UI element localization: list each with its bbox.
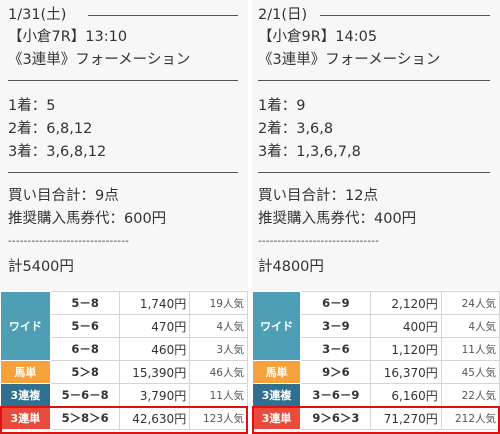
section-divider bbox=[258, 80, 490, 81]
sanrenpuku-label: 3連複 bbox=[251, 383, 302, 407]
umatan-payout: 15,390円 bbox=[119, 360, 191, 384]
sanrenpuku-combo: 5－6－8 bbox=[49, 383, 121, 407]
umatan-label: 馬単 bbox=[251, 360, 302, 384]
right-results-table: ワイド 6－9 2,120円 24人気 3－9 400円 4人気 3－6 1,1… bbox=[251, 291, 500, 430]
race-name: 【小倉9R】14:05 bbox=[258, 29, 378, 45]
column-gap bbox=[248, 0, 252, 434]
wide-popularity: 4人気 bbox=[440, 314, 500, 338]
wide-combo: 6－8 bbox=[49, 337, 121, 361]
table-row: ワイド 5－8 1,740円 19人気 bbox=[0, 291, 248, 361]
dash-separator: ------------------------------- bbox=[8, 236, 130, 247]
race-date: 1/31(土) bbox=[8, 7, 67, 23]
table-row: 3－9 400円 4人気 bbox=[253, 314, 500, 338]
right-race-panel: 2/1(日) 【小倉9R】14:05 《3連単》フォーメーション 1着：9 2着… bbox=[252, 0, 500, 290]
race-name: 【小倉7R】13:10 bbox=[8, 29, 128, 45]
sanrenpuku-popularity: 11人気 bbox=[189, 383, 248, 407]
wide-popularity: 4人気 bbox=[189, 314, 248, 338]
wide-payout: 1,740円 bbox=[119, 291, 191, 315]
second-place-pick: 2着：6,8,12 bbox=[8, 121, 93, 137]
total-points: 買い目合計：12点 bbox=[258, 188, 378, 204]
dash-separator: ------------------------------- bbox=[258, 236, 380, 247]
section-divider bbox=[8, 172, 238, 173]
wide-payout: 460円 bbox=[119, 337, 191, 361]
sanrentan-payout: 42,630円 bbox=[119, 406, 191, 430]
total-cost: 計4800円 bbox=[258, 259, 324, 275]
section-divider bbox=[258, 172, 490, 173]
wide-combo: 3－9 bbox=[300, 314, 372, 338]
sanrentan-label: 3連単 bbox=[0, 406, 51, 430]
wide-popularity: 19人気 bbox=[189, 291, 248, 315]
table-row: 3連単 5＞8＞6 42,630円 123人気 bbox=[0, 406, 248, 430]
wide-combo: 3－6 bbox=[300, 337, 372, 361]
wide-popularity: 3人気 bbox=[189, 337, 248, 361]
unit-price: 推奨購入馬券代：600円 bbox=[8, 211, 167, 227]
total-points: 買い目合計：9点 bbox=[8, 188, 119, 204]
header-divider bbox=[320, 15, 490, 16]
bet-type: 《3連単》フォーメーション bbox=[258, 52, 441, 68]
wide-label: ワイド bbox=[0, 291, 51, 361]
umatan-combo: 9＞6 bbox=[300, 360, 372, 384]
first-place-pick: 1着：5 bbox=[8, 98, 56, 114]
umatan-payout: 16,370円 bbox=[370, 360, 442, 384]
first-place-pick: 1着：9 bbox=[258, 98, 306, 114]
table-row: 5－6 470円 4人気 bbox=[1, 314, 248, 338]
table-row: 3連複 5－6－8 3,790円 11人気 bbox=[0, 383, 248, 407]
table-row: 馬単 5＞8 15,390円 46人気 bbox=[0, 360, 248, 384]
umatan-combo: 5＞8 bbox=[49, 360, 121, 384]
wide-payout: 1,120円 bbox=[370, 337, 442, 361]
umatan-popularity: 45人気 bbox=[440, 360, 500, 384]
wide-popularity: 11人気 bbox=[440, 337, 500, 361]
wide-popularity: 24人気 bbox=[440, 291, 500, 315]
sanrenpuku-combo: 3－6－9 bbox=[300, 383, 372, 407]
table-row: 3－6 1,120円 11人気 bbox=[253, 337, 500, 361]
wide-combo: 6－9 bbox=[300, 291, 372, 315]
race-date: 2/1(日) bbox=[258, 7, 308, 23]
umatan-label: 馬単 bbox=[0, 360, 51, 384]
wide-label: ワイド bbox=[251, 291, 302, 361]
sanrenpuku-payout: 6,160円 bbox=[370, 383, 442, 407]
table-row: 3連複 3－6－9 6,160円 22人気 bbox=[251, 383, 500, 407]
sanrenpuku-popularity: 22人気 bbox=[440, 383, 500, 407]
sanrentan-payout: 71,270円 bbox=[370, 406, 442, 430]
table-row: ワイド 6－9 2,120円 24人気 bbox=[251, 291, 500, 361]
sanrenpuku-label: 3連複 bbox=[0, 383, 51, 407]
table-row: 馬単 9＞6 16,370円 45人気 bbox=[251, 360, 500, 384]
unit-price: 推奨購入馬券代：400円 bbox=[258, 211, 417, 227]
sanrentan-combo: 9＞6＞3 bbox=[300, 406, 372, 430]
left-race-panel: 1/31(土) 【小倉7R】13:10 《3連単》フォーメーション 1着：5 2… bbox=[0, 0, 248, 290]
wide-payout: 2,120円 bbox=[370, 291, 442, 315]
total-cost: 計5400円 bbox=[8, 259, 74, 275]
sanrentan-popularity: 212人気 bbox=[440, 406, 500, 430]
sanrenpuku-payout: 3,790円 bbox=[119, 383, 191, 407]
bet-type: 《3連単》フォーメーション bbox=[8, 52, 191, 68]
third-place-pick: 3着：3,6,8,12 bbox=[8, 144, 107, 160]
wide-combo: 5－8 bbox=[49, 291, 121, 315]
third-place-pick: 3着：1,3,6,7,8 bbox=[258, 144, 361, 160]
sanrentan-combo: 5＞8＞6 bbox=[49, 406, 121, 430]
wide-combo: 5－6 bbox=[49, 314, 121, 338]
second-place-pick: 2着：3,6,8 bbox=[258, 121, 334, 137]
table-row: 3連単 9＞6＞3 71,270円 212人気 bbox=[251, 406, 500, 430]
wide-payout: 470円 bbox=[119, 314, 191, 338]
left-results-table: ワイド 5－8 1,740円 19人気 5－6 470円 4人気 6－8 460… bbox=[0, 291, 248, 430]
sanrentan-label: 3連単 bbox=[251, 406, 302, 430]
wide-payout: 400円 bbox=[370, 314, 442, 338]
table-row: 6－8 460円 3人気 bbox=[1, 337, 248, 361]
sanrentan-popularity: 123人気 bbox=[189, 406, 248, 430]
header-divider bbox=[88, 15, 238, 16]
umatan-popularity: 46人気 bbox=[189, 360, 248, 384]
section-divider bbox=[8, 80, 238, 81]
